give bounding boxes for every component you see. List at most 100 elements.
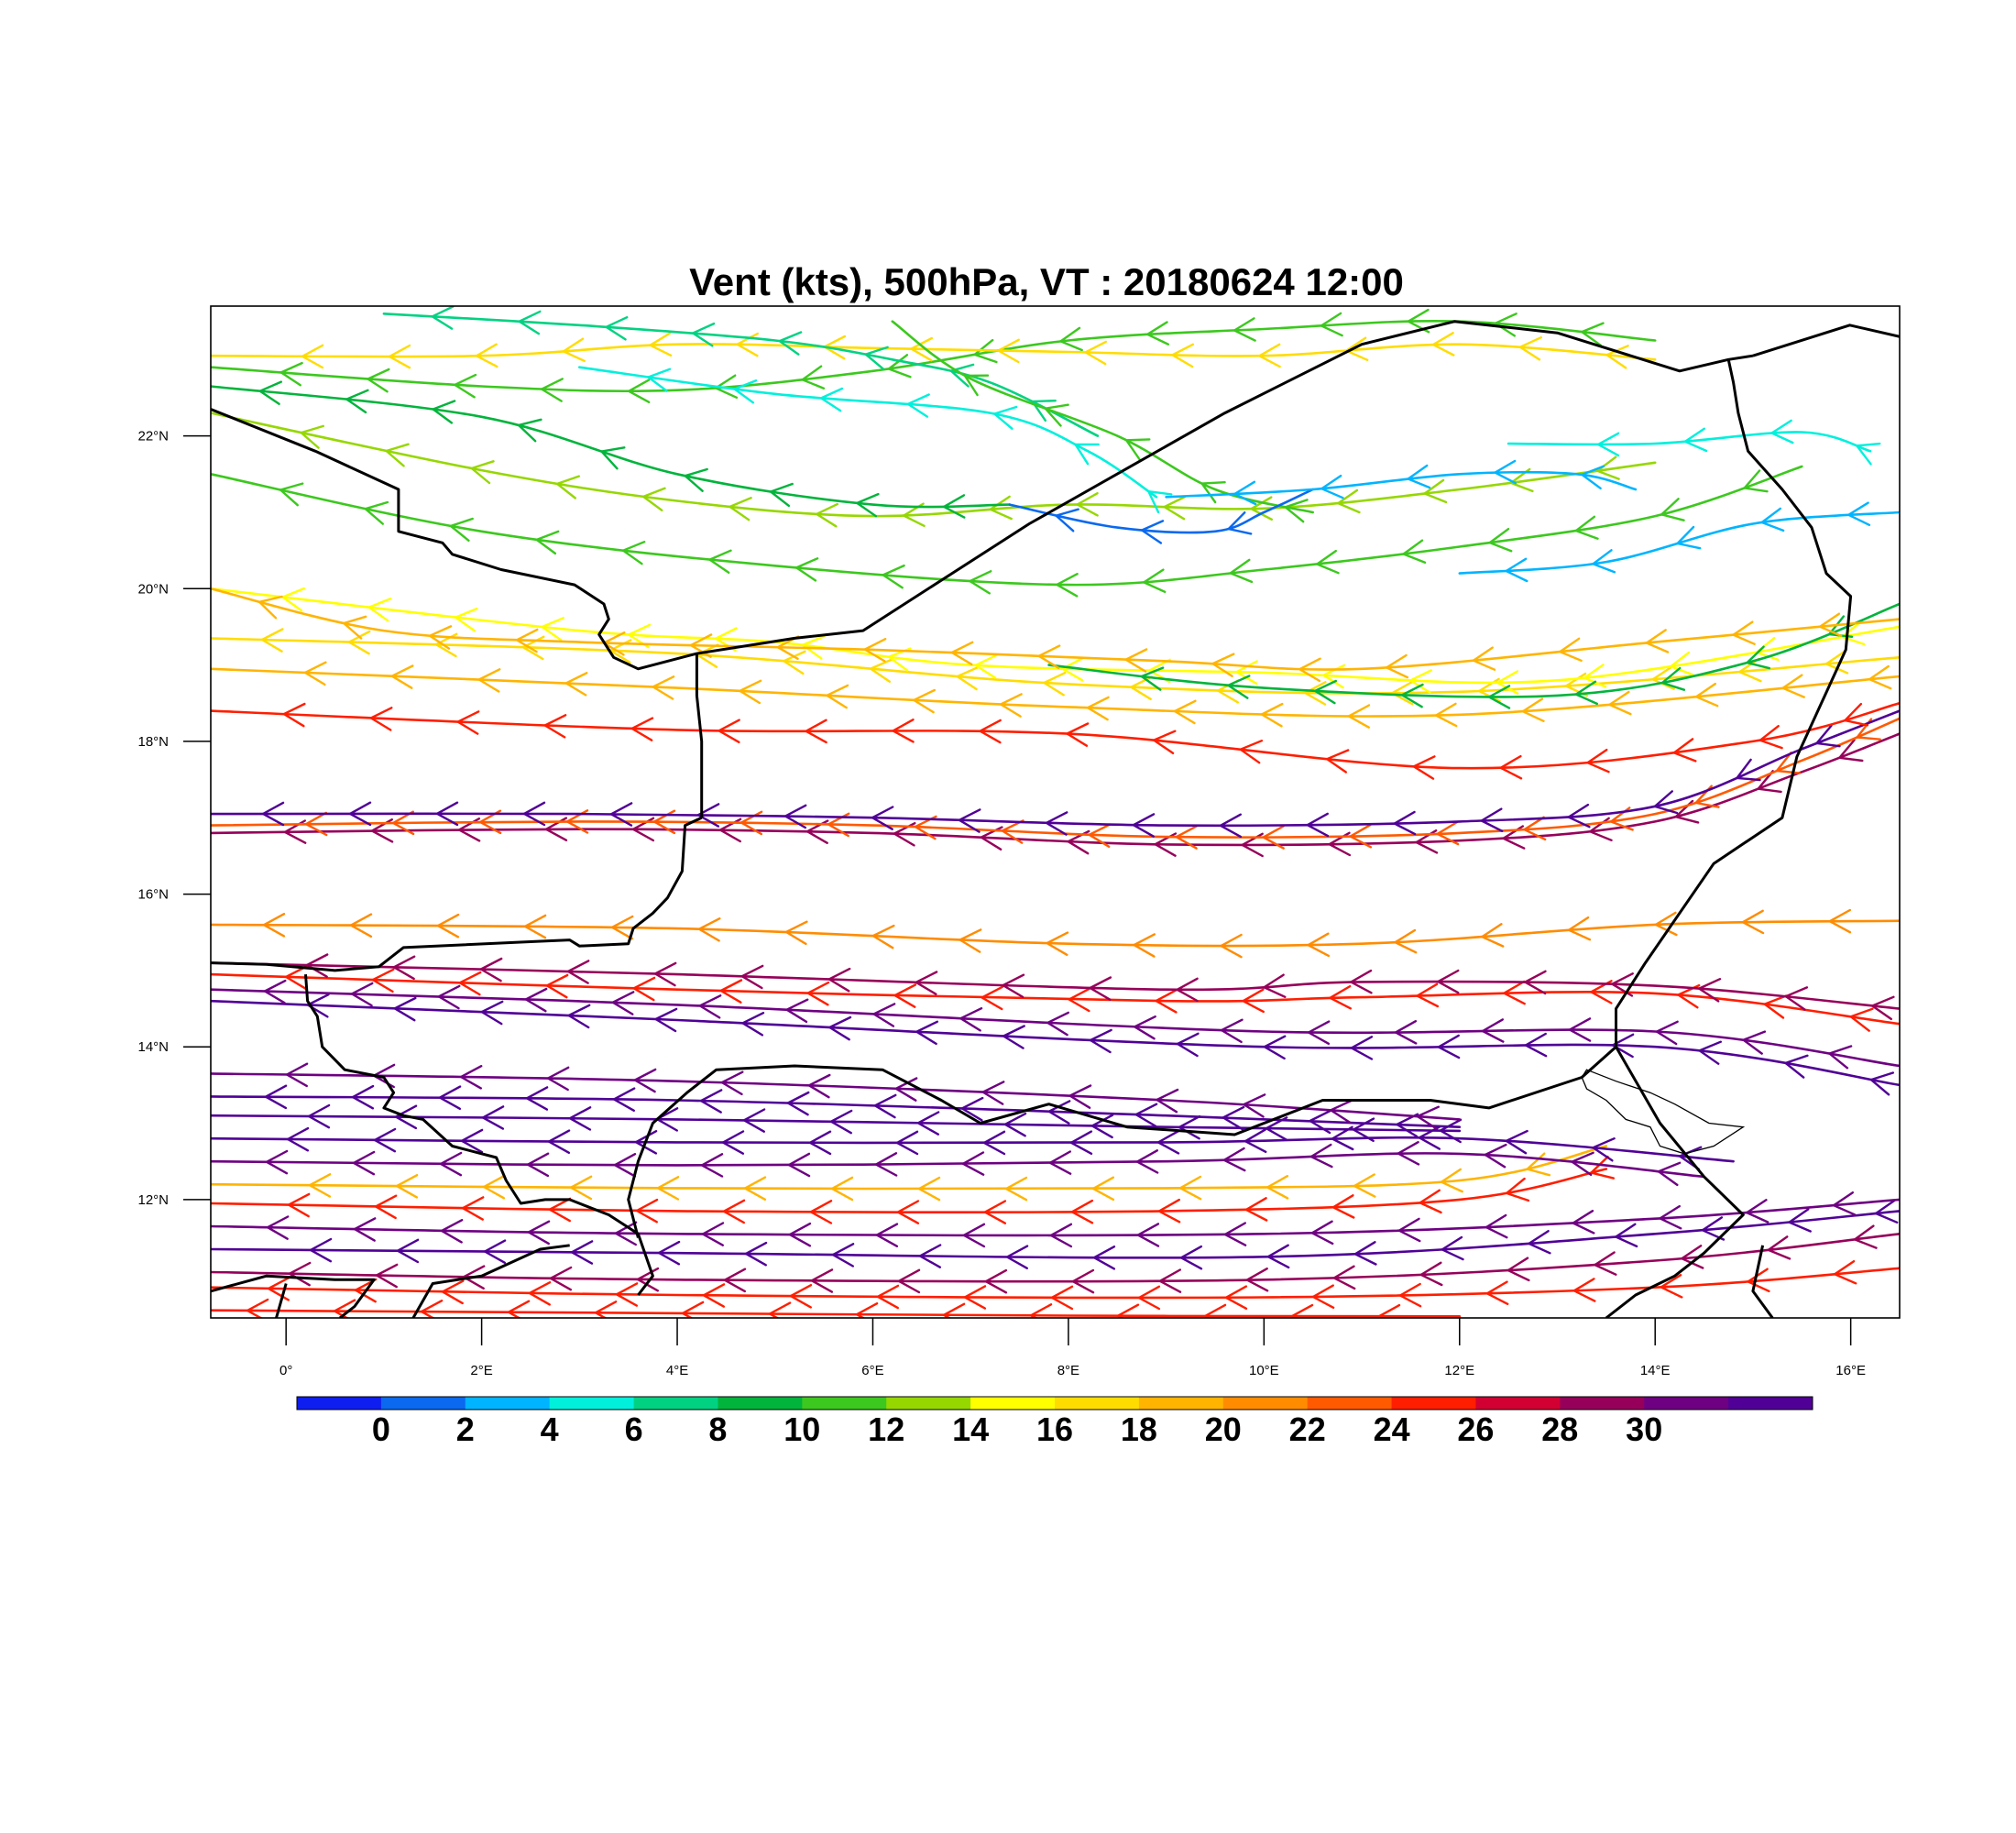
wind-arrow-marker [1239, 740, 1264, 764]
wind-arrow-marker [742, 1108, 766, 1133]
wind-arrow-marker [1757, 770, 1782, 794]
streamline [211, 702, 1900, 770]
wind-arrow-marker [1701, 1216, 1726, 1241]
wind-arrow-marker [917, 1176, 941, 1202]
wind-arrow-marker [1868, 664, 1892, 690]
wind-arrow-marker [701, 1222, 725, 1246]
wind-arrow-marker [1581, 322, 1605, 346]
colorbar-segment [1307, 1397, 1392, 1410]
wind-arrow-marker [1116, 1303, 1140, 1318]
colorbar-label: 8 [708, 1410, 727, 1448]
wind-arrow-marker [1309, 1143, 1333, 1169]
wind-arrow-marker [1074, 443, 1100, 466]
wind-arrow-marker [1419, 1189, 1442, 1214]
wind-arrow-marker [1416, 1105, 1440, 1130]
wind-arrow-marker [961, 1151, 985, 1176]
wind-arrow-marker [395, 1174, 419, 1199]
wind-arrow-marker [1393, 810, 1417, 836]
wind-arrow-marker [567, 1004, 591, 1029]
wind-arrow-marker [1086, 696, 1110, 721]
wind-arrow-marker [1304, 681, 1327, 706]
wind-arrow-marker [647, 368, 672, 392]
wind-arrow-marker [364, 500, 389, 525]
wind-arrow-marker [282, 702, 306, 728]
wind-arrow-marker [1320, 474, 1344, 499]
wind-arrow-marker [1394, 1020, 1418, 1045]
streamline [578, 366, 1158, 499]
wind-arrow-marker [789, 1284, 813, 1309]
wind-arrow-marker [1437, 1034, 1461, 1059]
longitude-axis: 0° 2°E 4°E 6°E 8°E 10°E 12°E 14°E 16°E [279, 1318, 1866, 1378]
wind-arrow-marker [1592, 549, 1616, 574]
wind-arrow-marker [1146, 321, 1169, 346]
wind-arrow-marker [1441, 1235, 1464, 1261]
wind-arrow-marker [1175, 825, 1198, 850]
streamline [211, 385, 1012, 509]
country-border [695, 653, 704, 818]
wind-arrow-marker [369, 707, 393, 731]
wind-arrow-marker [1487, 685, 1511, 709]
streamline [1047, 602, 1900, 698]
wind-arrow-marker [1437, 969, 1460, 994]
lat-tick-label: 14°N [137, 1039, 169, 1055]
wind-arrow-marker [375, 1263, 399, 1289]
wind-arrow-marker [876, 1284, 900, 1310]
wind-arrow-marker [1678, 1146, 1703, 1170]
wind-arrow-marker [507, 1300, 531, 1318]
wind-arrow-marker [918, 1244, 942, 1268]
wind-arrow-marker [279, 482, 304, 507]
wind-arrow-marker [692, 322, 716, 347]
wind-arrow-marker [1084, 340, 1107, 366]
wind-arrow-marker [1220, 933, 1243, 959]
wind-arrow-marker [543, 714, 567, 739]
wind-arrow-marker [1005, 1245, 1029, 1269]
wind-arrow-marker [483, 1239, 507, 1264]
wind-arrow-marker [1229, 558, 1254, 584]
wind-arrow-marker [1260, 702, 1284, 728]
lat-tick-label: 20°N [137, 581, 169, 597]
wind-arrow-marker [462, 1265, 486, 1290]
wind-arrow-marker [864, 346, 889, 370]
wind-arrow-marker [887, 354, 912, 379]
wind-arrow-marker [345, 389, 369, 414]
wind-arrow-marker [718, 719, 740, 743]
wind-arrow-marker [681, 1301, 705, 1318]
wind-arrow-marker [454, 373, 477, 399]
wind-arrow-marker [1211, 653, 1235, 677]
lon-tick-label: 14°E [1640, 1363, 1671, 1378]
colorbar-segment [633, 1397, 718, 1410]
wind-arrow-marker [741, 1012, 765, 1037]
wind-arrow-marker [307, 1103, 331, 1129]
wind-arrow-marker [1596, 432, 1620, 457]
wind-arrow-marker [1219, 813, 1243, 839]
wind-arrow-marker [1307, 932, 1331, 958]
colorbar-segment [1560, 1397, 1645, 1410]
wind-arrow-marker [702, 1283, 726, 1308]
country-border [211, 816, 703, 972]
wind-arrow-marker [1423, 478, 1448, 504]
wind-arrow-marker [545, 973, 569, 999]
wind-arrow-marker [528, 1281, 552, 1306]
wind-arrow-marker [390, 664, 414, 689]
wind-arrow-marker [1316, 549, 1340, 575]
wind-arrow-marker [1874, 1199, 1899, 1224]
wind-arrow-marker [1571, 1151, 1594, 1176]
wind-arrow-marker [894, 1077, 918, 1102]
wind-arrow-marker [1265, 1175, 1289, 1200]
wind-arrow-marker [1838, 739, 1864, 763]
wind-arrow-marker [1407, 464, 1431, 489]
wind-arrow-marker [263, 979, 287, 1004]
wind-arrow-marker [1089, 1028, 1112, 1054]
wind-arrow-marker [541, 617, 564, 642]
wind-arrow-marker [1408, 669, 1432, 694]
wind-arrow-marker [1419, 1261, 1443, 1287]
wind-arrow-marker [541, 378, 564, 402]
wind-arrow-marker [1594, 1251, 1617, 1276]
streamline [1008, 488, 1314, 534]
wind-arrow-marker [1615, 1223, 1638, 1248]
wind-arrow-marker [1158, 1268, 1182, 1293]
wind-arrow-marker [1653, 790, 1679, 815]
colorbar-segment [465, 1397, 551, 1410]
wind-arrow-marker [354, 1278, 378, 1303]
